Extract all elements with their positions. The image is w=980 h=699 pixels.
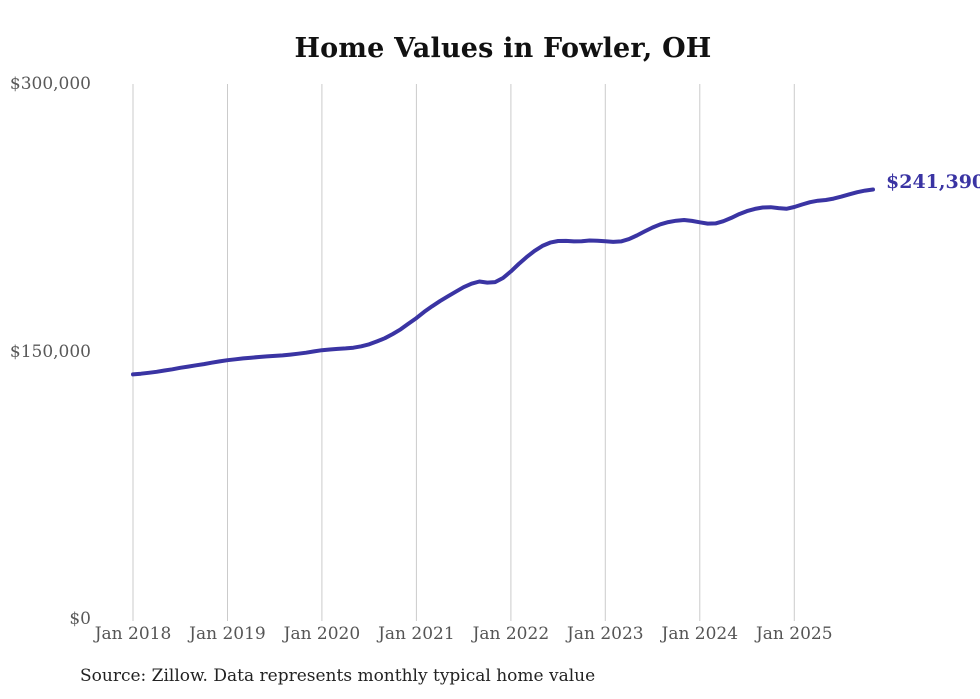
x-tick-label: Jan 2025 xyxy=(755,624,833,644)
x-tick-label: Jan 2018 xyxy=(94,624,172,644)
x-tick-label: Jan 2020 xyxy=(283,624,361,644)
y-tick-label: $0 xyxy=(69,609,91,629)
x-tick-label: Jan 2024 xyxy=(661,624,739,644)
x-tick-label: Jan 2023 xyxy=(567,624,644,644)
y-tick-label: $150,000 xyxy=(9,341,91,362)
chart-title: Home Values in Fowler, OH xyxy=(294,33,712,64)
home-value-line-series xyxy=(131,187,875,377)
source-note: Source: Zillow. Data represents monthly … xyxy=(80,666,596,686)
x-tick-label: Jan 2022 xyxy=(472,624,550,644)
x-tick-label: Jan 2019 xyxy=(189,624,266,644)
vertical-gridlines xyxy=(132,84,795,621)
latest-value-label: $241,390 xyxy=(886,171,980,193)
y-tick-label: $300,000 xyxy=(9,74,91,94)
x-tick-label: Jan 2021 xyxy=(378,624,455,644)
